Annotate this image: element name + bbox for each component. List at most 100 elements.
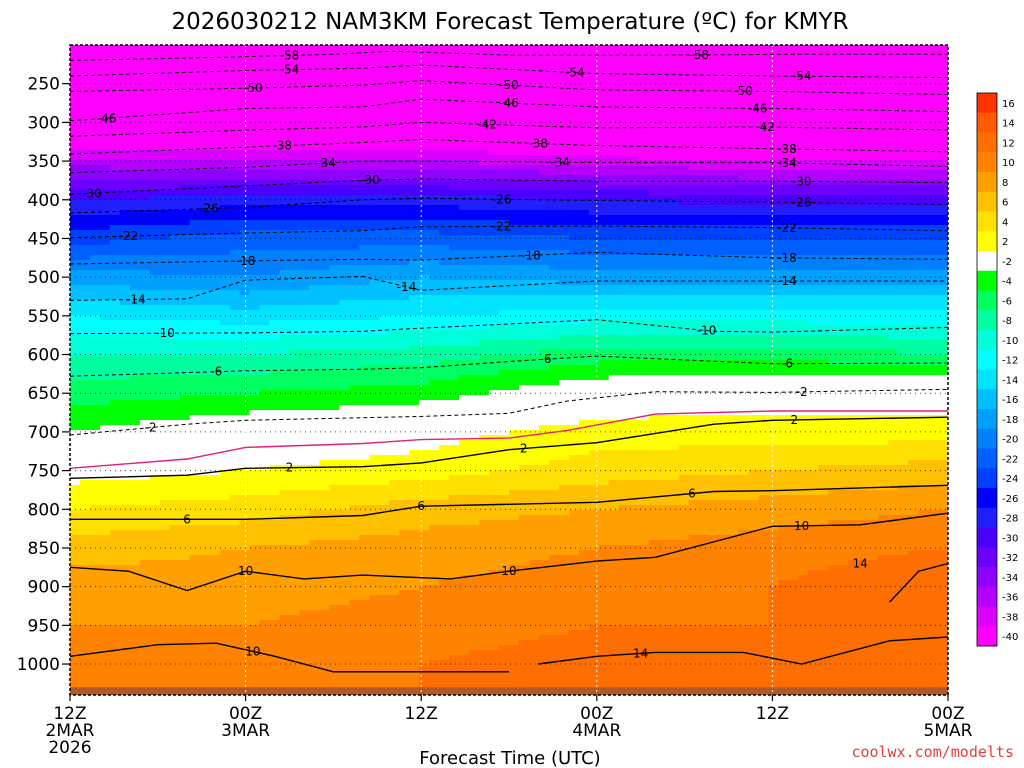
- heatmap-cell: [469, 90, 480, 96]
- heatmap-cell: [439, 160, 450, 166]
- heatmap-cell: [758, 100, 770, 106]
- heatmap-cell: [429, 55, 440, 61]
- heatmap-cell: [159, 170, 171, 176]
- heatmap-cell: [638, 280, 650, 286]
- heatmap-cell: [668, 185, 680, 191]
- heatmap-cell: [638, 255, 650, 261]
- heatmap-cell: [439, 210, 450, 216]
- heatmap-cell: [888, 285, 899, 291]
- heatmap-cell: [129, 105, 141, 111]
- heatmap-cell: [938, 235, 948, 241]
- heatmap-cell: [469, 215, 480, 221]
- heatmap-cell: [938, 290, 948, 296]
- heatmap-cell: [798, 180, 809, 186]
- heatmap-cell: [239, 210, 251, 216]
- heatmap-cell: [379, 140, 390, 146]
- heatmap-cell: [618, 70, 630, 76]
- heatmap-cell: [439, 180, 450, 186]
- heatmap-cell: [119, 75, 131, 81]
- heatmap-cell: [808, 180, 819, 186]
- heatmap-cell: [479, 165, 490, 171]
- heatmap-cell: [898, 320, 909, 326]
- heatmap-cell: [329, 100, 340, 106]
- heatmap-cell: [469, 245, 480, 251]
- heatmap-cell: [129, 195, 141, 201]
- heatmap-cell: [309, 240, 321, 246]
- heatmap-cell: [788, 220, 799, 226]
- heatmap-cell: [139, 230, 151, 236]
- heatmap-cell: [808, 135, 819, 141]
- heatmap-cell: [668, 80, 680, 86]
- heatmap-cell: [79, 310, 91, 316]
- heatmap-cell: [70, 260, 81, 266]
- heatmap-cell: [239, 150, 251, 156]
- heatmap-cell: [648, 65, 660, 71]
- heatmap-cell: [70, 255, 81, 261]
- heatmap-cell: [798, 240, 809, 246]
- heatmap-cell: [678, 280, 690, 286]
- heatmap-cell: [239, 45, 251, 51]
- heatmap-cell: [778, 320, 789, 326]
- heatmap-cell: [918, 205, 929, 211]
- heatmap-cell: [279, 120, 291, 126]
- heatmap-cell: [79, 50, 91, 56]
- heatmap-cell: [698, 215, 710, 221]
- heatmap-cell: [489, 85, 500, 91]
- heatmap-cell: [818, 205, 829, 211]
- heatmap-cell: [598, 50, 610, 56]
- heatmap-cell: [70, 315, 81, 321]
- heatmap-cell: [269, 60, 281, 66]
- heatmap-cell: [548, 230, 560, 236]
- heatmap-cell: [449, 245, 460, 251]
- heatmap-cell: [219, 95, 231, 101]
- heatmap-cell: [469, 75, 480, 81]
- heatmap-cell: [878, 210, 889, 216]
- heatmap-cell: [718, 50, 730, 56]
- heatmap-cell: [558, 215, 570, 221]
- heatmap-cell: [379, 195, 390, 201]
- heatmap-cell: [518, 265, 530, 271]
- heatmap-cell: [688, 50, 700, 56]
- heatmap-cell: [788, 75, 799, 81]
- heatmap-cell: [70, 55, 81, 61]
- heatmap-cell: [309, 245, 321, 251]
- heatmap-cell: [658, 125, 670, 131]
- heatmap-cell: [209, 90, 221, 96]
- heatmap-cell: [548, 205, 560, 211]
- heatmap-cell: [449, 185, 460, 191]
- heatmap-cell: [299, 205, 311, 211]
- heatmap-cell: [139, 105, 151, 111]
- heatmap-cell: [798, 105, 809, 111]
- heatmap-cell: [79, 280, 91, 286]
- heatmap-cell: [928, 260, 939, 266]
- heatmap-cell: [528, 265, 540, 271]
- heatmap-cell: [509, 245, 520, 251]
- heatmap-cell: [668, 60, 680, 66]
- heatmap-cell: [349, 135, 360, 141]
- heatmap-cell: [858, 255, 869, 261]
- heatmap-cell: [349, 290, 360, 296]
- heatmap-cell: [349, 45, 360, 51]
- heatmap-cell: [259, 125, 271, 131]
- heatmap-cell: [698, 300, 710, 306]
- heatmap-cell: [479, 325, 490, 331]
- heatmap-cell: [658, 145, 670, 151]
- heatmap-cell: [668, 315, 680, 321]
- heatmap-cell: [389, 185, 400, 191]
- heatmap-cell: [79, 290, 91, 296]
- heatmap-cell: [269, 245, 281, 251]
- heatmap-cell: [908, 245, 919, 251]
- heatmap-cell: [878, 305, 889, 311]
- heatmap-cell: [828, 60, 839, 66]
- heatmap-cell: [389, 275, 400, 281]
- heatmap-cell: [349, 240, 360, 246]
- heatmap-cell: [918, 220, 929, 226]
- heatmap-cell: [738, 120, 750, 126]
- heatmap-cell: [818, 55, 829, 61]
- heatmap-cell: [708, 140, 720, 146]
- heatmap-cell: [608, 45, 620, 51]
- heatmap-cell: [219, 50, 231, 56]
- heatmap-cell: [678, 320, 690, 326]
- heatmap-cell: [229, 110, 241, 116]
- heatmap-cell: [489, 180, 500, 186]
